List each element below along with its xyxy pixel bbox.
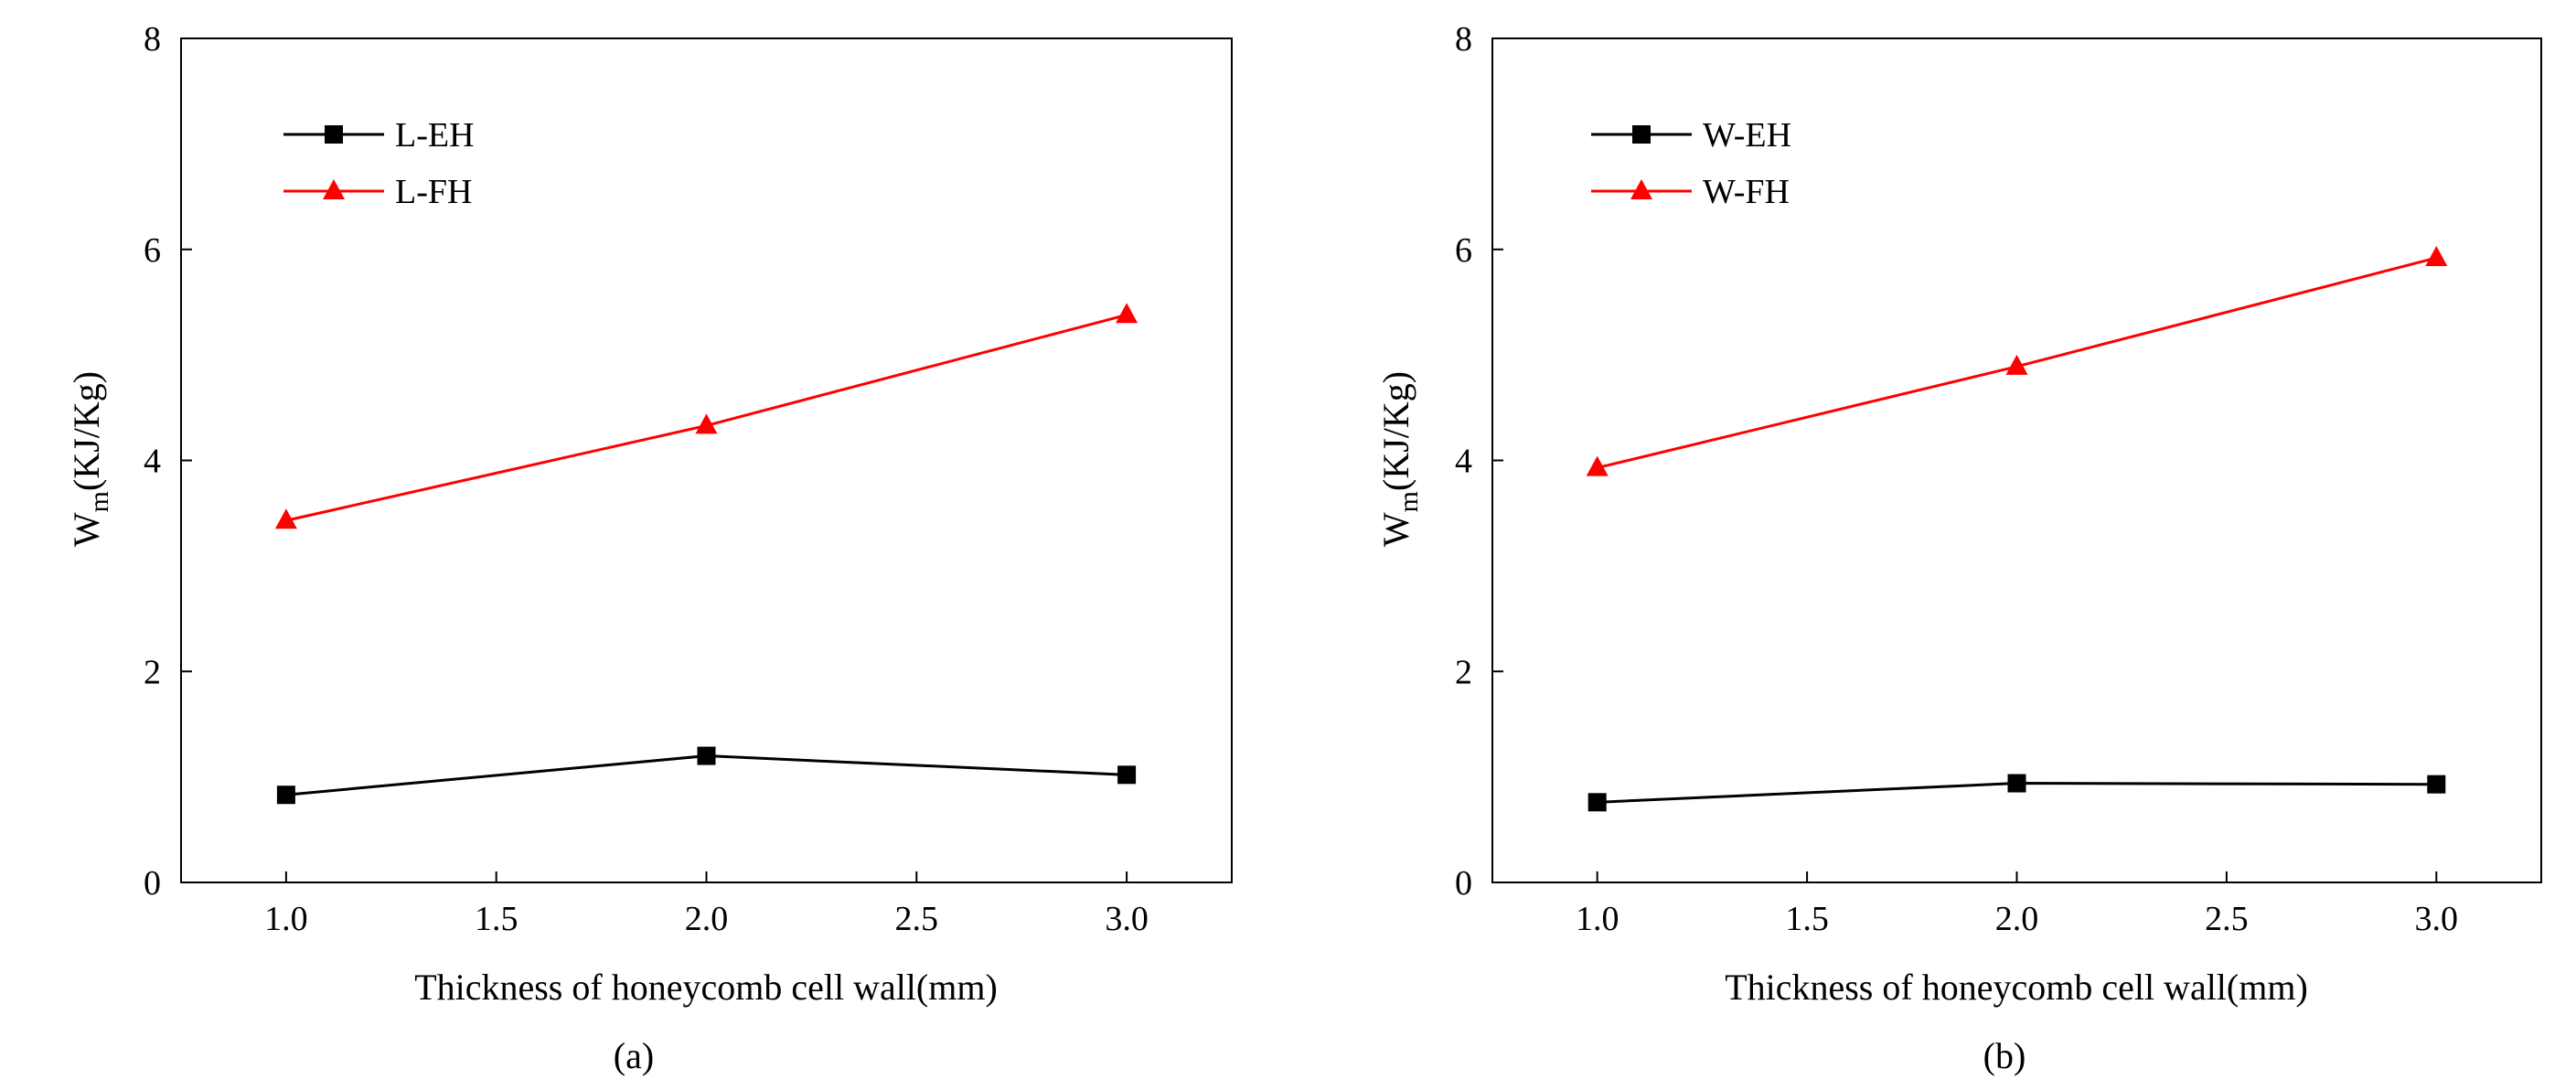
panel-a-series-l-eh-point xyxy=(697,746,716,765)
panel-a-x-tick-label: 3.0 xyxy=(1105,900,1149,938)
panel-a-series-l-fh-point xyxy=(1116,303,1138,324)
panel-b-series-w-eh xyxy=(1587,774,2446,812)
panel-a-series-l-fh-point xyxy=(695,413,718,434)
panel-b-y-axis-title-rest: (KJ/Kg) xyxy=(1375,371,1416,491)
panel-b-x-tick-label: 2.5 xyxy=(2205,900,2249,938)
panel-a-x-tick-label: 2.0 xyxy=(685,900,729,938)
panel-a-legend-swatch-marker xyxy=(323,179,345,199)
panel-b-legend-label: W-EH xyxy=(1703,116,1791,155)
panel-b-series-w-eh-point xyxy=(1587,793,1607,812)
panel-a-caption: (a) xyxy=(614,1035,654,1076)
panel-b-legend-label: W-FH xyxy=(1703,173,1790,211)
panel-a-y-tick-label: 8 xyxy=(144,20,161,59)
panel-a-legend-entry-l-eh: L-EH xyxy=(283,116,475,155)
panel-a-series-l-eh-point xyxy=(276,785,295,805)
panel-b-y-tick-label: 8 xyxy=(1455,20,1472,59)
panel-a-x-tick-label: 1.5 xyxy=(475,900,518,938)
panel-b: (b) Thickness of honeycomb cell wall(mm)… xyxy=(1375,371,2308,1076)
panel-b-axes-frame xyxy=(1491,37,2542,883)
panel-b-legend-entry-w-eh: W-EH xyxy=(1591,116,1791,155)
panel-b-y-tick-label: 0 xyxy=(1455,864,1472,903)
panel-a-x-tick-label: 1.0 xyxy=(264,900,308,938)
panel-b-legend-swatch-marker xyxy=(1632,125,1651,144)
panel-b-series-w-eh-point xyxy=(2007,774,2026,793)
panel-a-x-tick-label: 2.5 xyxy=(895,900,939,938)
panel-b-x-tick-label: 3.0 xyxy=(2415,900,2459,938)
panel-a-legend-swatch-marker xyxy=(325,125,343,144)
panel-b-series-w-fh-point xyxy=(1586,455,1609,476)
panel-b-x-tick-label: 1.0 xyxy=(1576,900,1619,938)
panel-b-series-w-eh-point xyxy=(2427,775,2446,794)
panel-a-legend-entry-l-fh: L-FH xyxy=(283,173,472,211)
panel-a-x-axis-title: Thickness of honeycomb cell wall(mm) xyxy=(414,967,998,1008)
panel-b-series-w-fh xyxy=(1586,245,2448,476)
panel-b-y-tick-label: 4 xyxy=(1455,443,1472,481)
panel-a-y-axis-title: Wm(KJ/Kg) xyxy=(66,371,114,547)
panel-b-plot: 1.0 1.5 2.0 2.5 3.0 0 2 4 6 8 W-EH W-FH xyxy=(1455,20,2542,938)
panel-b-x-tick-label: 1.5 xyxy=(1785,900,1829,938)
panel-a-y-axis-title-sub: m xyxy=(84,491,114,512)
panel-a-series-l-eh xyxy=(276,746,1137,805)
panel-a-series-l-eh-point xyxy=(1117,765,1137,785)
panel-b-legend-swatch-marker xyxy=(1630,179,1652,199)
panel-b-y-axis-title: Wm(KJ/Kg) xyxy=(1375,371,1424,547)
panel-b-legend-entry-w-fh: W-FH xyxy=(1591,173,1790,211)
panel-b-y-tick-label: 2 xyxy=(1455,653,1472,691)
panel-b-y-axis-title-main: W xyxy=(1375,512,1416,547)
panel-b-y-tick-label: 6 xyxy=(1455,231,1472,270)
panel-b-series-w-fh-point xyxy=(2425,245,2448,266)
panel-a-y-tick-label: 0 xyxy=(144,864,161,903)
panel-a-legend-label: L-FH xyxy=(395,173,472,211)
panel-a: (a) Thickness of honeycomb cell wall(mm)… xyxy=(66,371,998,1076)
panel-a-legend-label: L-EH xyxy=(395,116,475,155)
panel-b-x-tick-label: 2.0 xyxy=(1995,900,2039,938)
panel-a-y-axis-title-main: W xyxy=(66,512,107,547)
panel-a-series-l-fh-point xyxy=(274,508,297,529)
panel-a-y-tick-label: 2 xyxy=(144,653,161,691)
panel-b-caption: (b) xyxy=(1983,1035,2026,1076)
panel-b-y-axis-title-sub: m xyxy=(1394,491,1424,512)
panel-a-y-axis-title-rest: (KJ/Kg) xyxy=(66,371,107,491)
panel-a-y-tick-label: 6 xyxy=(144,231,161,270)
panel-b-series-w-fh-point xyxy=(2005,354,2028,375)
panel-a-plot: 1.0 1.5 2.0 2.5 3.0 0 2 4 6 8 L-EH L-FH xyxy=(144,20,1233,938)
panel-b-x-axis-title: Thickness of honeycomb cell wall(mm) xyxy=(1725,967,2308,1008)
panel-a-series-l-fh xyxy=(274,303,1138,529)
panel-a-y-tick-label: 4 xyxy=(144,443,161,481)
